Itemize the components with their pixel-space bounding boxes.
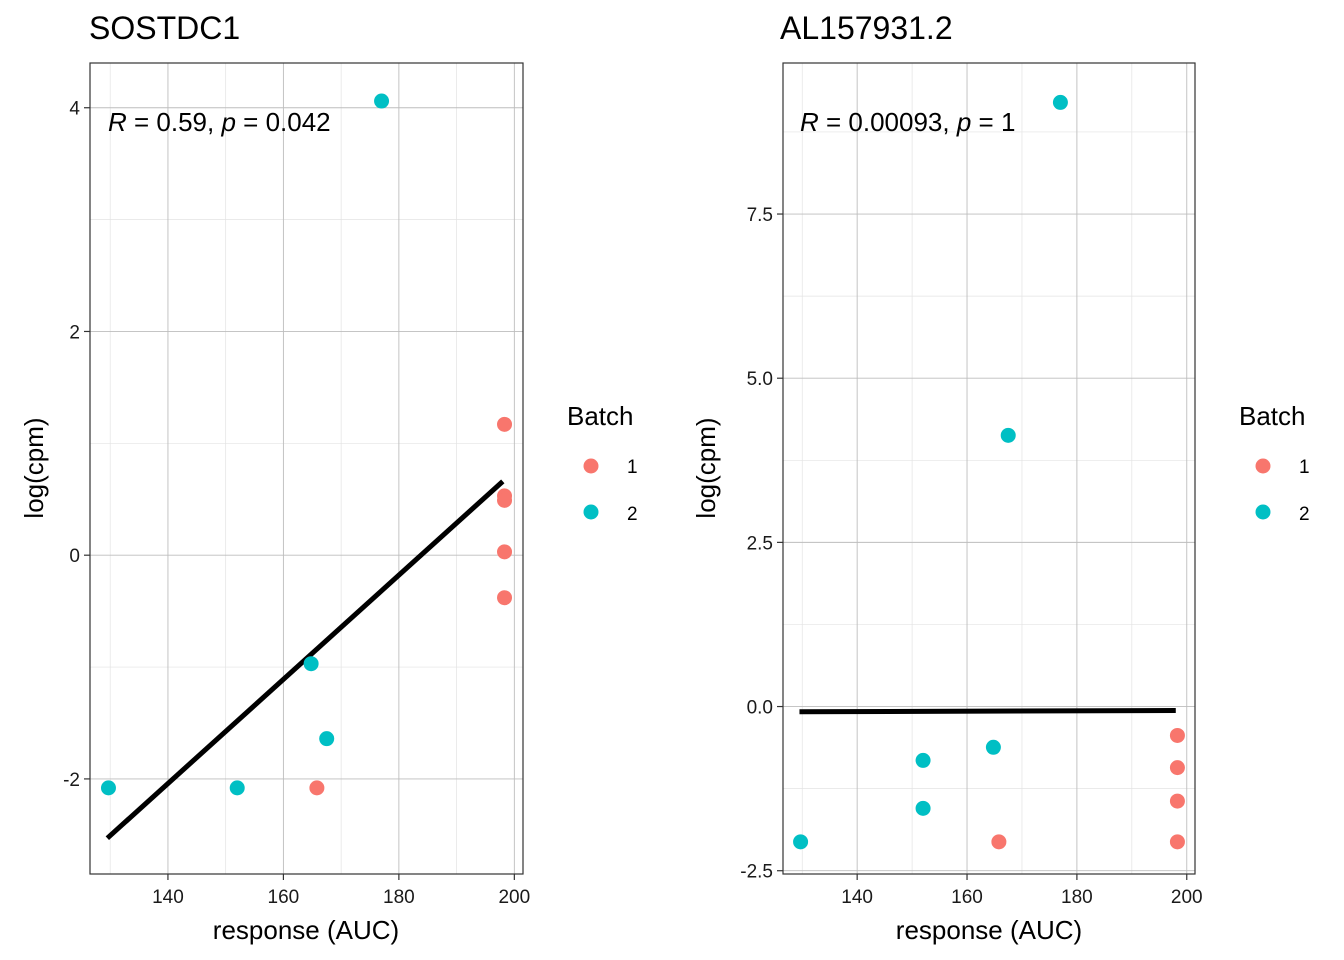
y-axis-title: log(cpm) [19, 417, 49, 518]
y-tick-label: 5.0 [747, 369, 773, 390]
data-point-batch-2 [100, 780, 116, 796]
data-point-batch-2 [229, 780, 245, 796]
y-tick-label: 2 [69, 322, 80, 343]
x-tick-label: 200 [1171, 887, 1203, 908]
y-tick-label: 4 [69, 99, 80, 120]
y-tick-label: 2.5 [747, 533, 773, 554]
x-tick-label: 180 [1061, 887, 1093, 908]
data-point-batch-1 [497, 544, 513, 560]
legend-key-batch-1 [583, 458, 599, 474]
legend: Batch 1 2 [567, 401, 638, 525]
plot-frame [782, 62, 1196, 875]
panel-sostdc1: SOSTDC1 140 160 180 200 -2 0 2 4 R = 0.59, p =… [19, 10, 638, 945]
plot-marks [100, 93, 513, 841]
data-point-batch-2 [303, 656, 319, 672]
y-tick-label: 7.5 [747, 205, 773, 226]
legend-key-batch-2 [583, 504, 599, 520]
data-point-batch-1 [497, 590, 513, 606]
p-value: = 1 [971, 107, 1015, 137]
legend-label-batch-2: 2 [1299, 504, 1310, 525]
legend-title: Batch [1239, 401, 1306, 431]
y-axis-title: log(cpm) [691, 417, 721, 518]
p-symbol: p [956, 107, 971, 137]
r-value: = 0.00093, [819, 107, 957, 137]
r-value: = 0.59, [127, 107, 222, 137]
data-point-batch-1 [1169, 760, 1185, 776]
plot-frame [89, 62, 524, 875]
data-point-batch-1 [1169, 727, 1185, 743]
r-symbol: R [800, 107, 819, 137]
data-point-batch-2 [985, 739, 1001, 755]
data-point-batch-2 [1052, 94, 1068, 110]
x-tick-label: 180 [383, 887, 415, 908]
data-point-batch-2 [915, 800, 931, 816]
x-ticks: 140 160 180 200 [152, 874, 530, 908]
data-point-batch-2 [374, 93, 390, 109]
p-symbol: p [220, 107, 235, 137]
legend-title: Batch [567, 401, 634, 431]
chart-title: SOSTDC1 [89, 10, 240, 46]
x-tick-label: 200 [498, 887, 530, 908]
legend-label-batch-2: 2 [627, 504, 638, 525]
correlation-annotation: R = 0.00093, p = 1 [800, 107, 1015, 137]
y-ticks: -2.5 0.0 2.5 5.0 7.5 [740, 205, 783, 883]
data-point-batch-1 [497, 492, 513, 508]
x-tick-label: 160 [951, 887, 983, 908]
data-point-batch-1 [1169, 834, 1185, 850]
data-point-batch-2 [1000, 427, 1016, 443]
x-axis-title: response (AUC) [213, 915, 399, 945]
y-tick-label: -2 [63, 770, 80, 791]
y-tick-label: -2.5 [740, 862, 773, 883]
grid [783, 63, 1195, 874]
p-value: = 0.042 [236, 107, 331, 137]
y-tick-label: 0 [69, 546, 80, 567]
data-point-batch-2 [915, 752, 931, 768]
legend-label-batch-1: 1 [627, 457, 638, 478]
chart-title: AL157931.2 [780, 10, 953, 46]
x-tick-label: 160 [268, 887, 300, 908]
correlation-annotation: R = 0.59, p = 0.042 [108, 107, 331, 137]
grid [90, 63, 523, 874]
x-tick-label: 140 [152, 887, 184, 908]
legend: Batch 1 2 [1239, 401, 1310, 525]
plot-marks [793, 94, 1185, 850]
data-point-batch-1 [497, 416, 513, 432]
x-axis-title: response (AUC) [896, 915, 1082, 945]
data-point-batch-1 [309, 780, 325, 796]
legend-key-batch-1 [1255, 458, 1271, 474]
y-ticks: -2 0 2 4 [63, 99, 90, 791]
x-tick-label: 140 [841, 887, 873, 908]
data-point-batch-1 [1169, 793, 1185, 809]
data-point-batch-2 [793, 834, 809, 850]
legend-key-batch-2 [1255, 504, 1271, 520]
x-ticks: 140 160 180 200 [841, 874, 1203, 908]
regression-line [799, 707, 1176, 715]
data-point-batch-1 [991, 834, 1007, 850]
r-symbol: R [108, 107, 127, 137]
y-tick-label: 0.0 [747, 698, 773, 719]
panel-al157931-2: AL157931.2 140 160 180 200 -2.5 0.0 2.5 5.0 7.5… [691, 10, 1310, 945]
data-point-batch-2 [319, 731, 335, 747]
legend-label-batch-1: 1 [1299, 457, 1310, 478]
